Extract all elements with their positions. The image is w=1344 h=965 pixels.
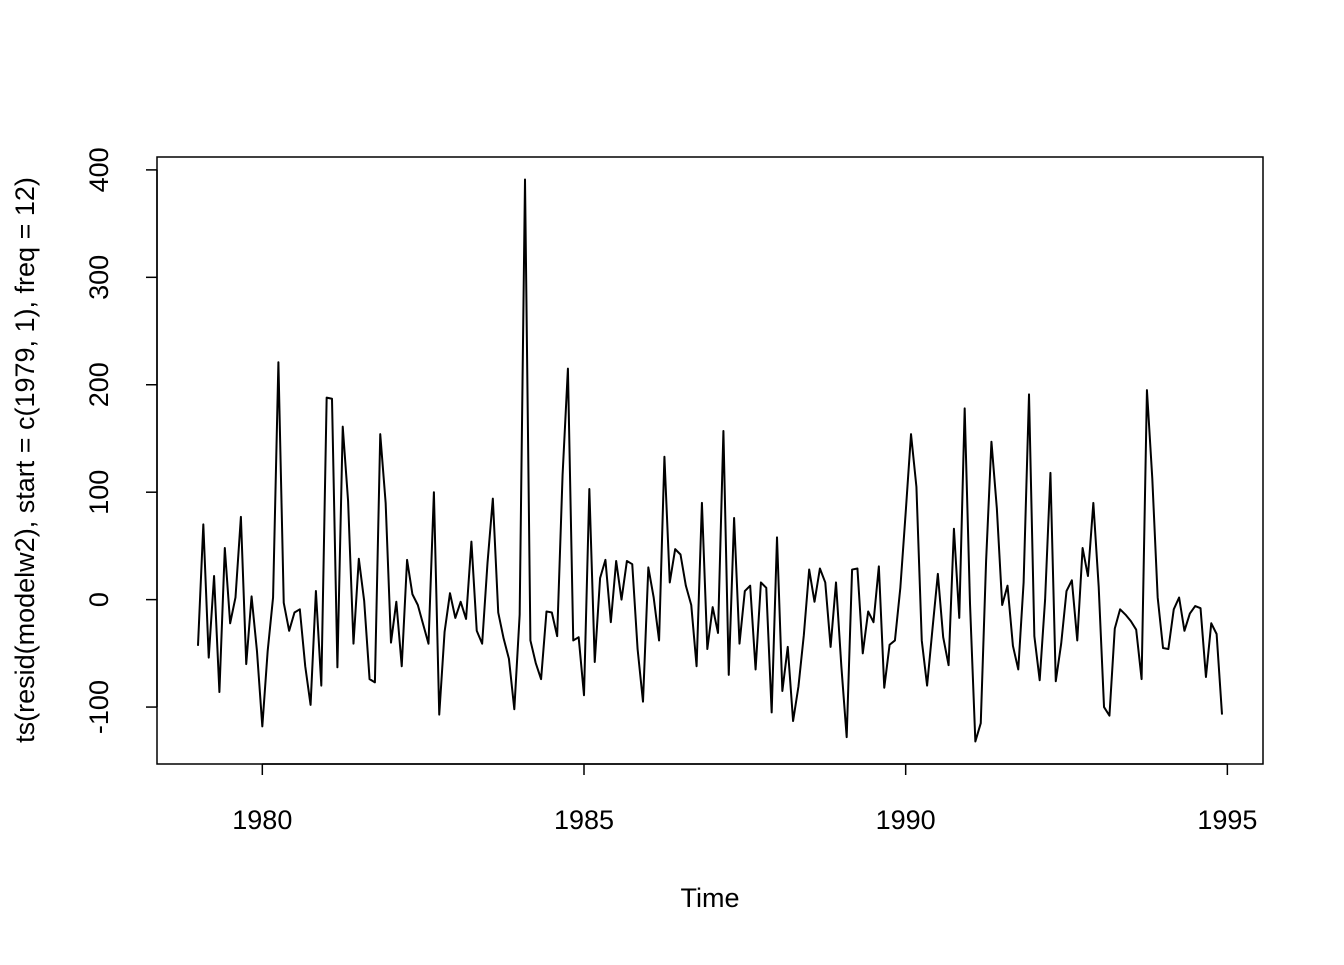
x-tick-label: 1990 [876, 805, 936, 835]
y-tick-label: 200 [84, 362, 114, 407]
x-tick-label: 1980 [232, 805, 292, 835]
series-line [196, 178, 1224, 743]
x-tick-label: 1985 [554, 805, 614, 835]
plot-box [156, 156, 1264, 765]
y-tick-label: 400 [84, 147, 114, 192]
y-tick-label: 300 [84, 255, 114, 300]
y-tick-label: 0 [84, 592, 114, 607]
y-tick-label: -100 [84, 680, 114, 734]
y-tick-label: 100 [84, 470, 114, 515]
y-axis-title: ts(resid(modelw2), start = c(1979, 1), f… [10, 177, 40, 743]
x-tick-label: 1995 [1197, 805, 1257, 835]
x-axis-title: Time [681, 883, 740, 913]
